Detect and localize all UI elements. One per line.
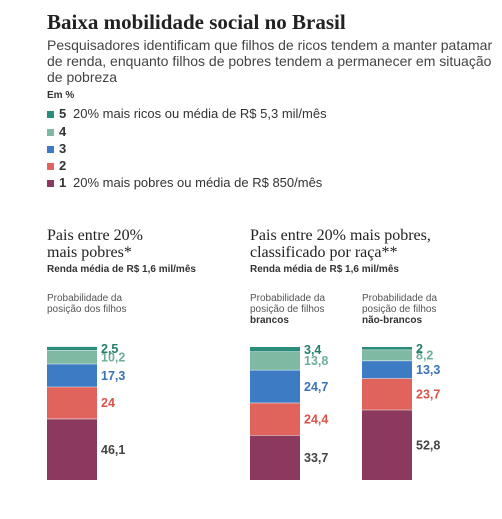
- panel-2-title: Pais entre 20% mais pobres, classificado…: [250, 227, 431, 261]
- panel-1-title: Pais entre 20% mais pobres*: [47, 227, 143, 261]
- panel-1-subtitle: Renda média de R$ 1,6 mil/mês: [47, 264, 196, 275]
- value-label-col3-level2: 23,7: [416, 388, 440, 402]
- bar-segment-col1-level5: [47, 346, 97, 351]
- legend-level-1: 1: [59, 175, 67, 190]
- legend-level-3: 3: [59, 141, 67, 156]
- unit-label: Em %: [47, 90, 75, 101]
- bar-segment-col2-level3: [250, 369, 300, 403]
- value-label-col1-level1: 46,1: [101, 443, 125, 457]
- value-label-col3-level4: 8,2: [416, 349, 433, 363]
- bar-segment-col1-level1: [47, 418, 97, 480]
- panel-1-title-line1: Pais entre 20%: [47, 227, 143, 244]
- value-label-col2-level2: 24,4: [304, 412, 328, 426]
- legend-level-4: 4: [59, 124, 67, 139]
- legend-level-5: 5: [59, 106, 67, 121]
- panel-2-col1-label-line2: posição de filhos: [250, 304, 325, 315]
- legend-swatch-3: [47, 146, 54, 153]
- legend-swatch-5: [47, 111, 54, 118]
- value-label-col3-level5: 2: [416, 342, 423, 356]
- value-label-col1-level3: 17,3: [101, 369, 125, 383]
- panel-2-col2-label-line3: não-brancos: [362, 315, 423, 326]
- panel-2-column-label-nao-brancos: Probabilidade da posição de filhos não-b…: [362, 293, 437, 326]
- value-label-col2-level4: 13,8: [304, 354, 328, 368]
- panel-1-column-label: Probabilidade da posição dos filhos: [47, 293, 127, 315]
- bar-segment-col3-level3: [362, 360, 412, 379]
- panel-1-col-label-line1: Probabilidade da: [47, 293, 123, 304]
- panel-2-col1-label-line1: Probabilidade da: [250, 293, 326, 304]
- bar-segment-col3-level4: [362, 349, 412, 361]
- bar-segment-col1-level3: [47, 363, 97, 387]
- bar-segment-col2-level5: [250, 347, 300, 352]
- legend-text-1: 20% mais pobres ou média de R$ 850/mês: [73, 175, 323, 190]
- value-label-col3-level3: 13,3: [416, 363, 440, 377]
- bar-segment-col2-level2: [250, 402, 300, 436]
- value-label-col1-level2: 24: [101, 396, 115, 410]
- bar-segment-col3-level1: [362, 409, 412, 480]
- value-label-col2-level5: 3,4: [304, 343, 321, 357]
- value-label-col2-level1: 33,7: [304, 451, 328, 465]
- panel-2-title-line1: Pais entre 20% mais pobres,: [250, 227, 431, 244]
- bar-segment-col2-level1: [250, 435, 300, 480]
- bar-segment-col3-level2: [362, 378, 412, 410]
- panel-1-title-line2: mais pobres*: [47, 244, 132, 261]
- panel-2-col1-label-line3: brancos: [250, 315, 289, 326]
- bar-segment-col2-level4: [250, 351, 300, 370]
- legend-swatch-4: [47, 129, 54, 136]
- bar-segment-col3-level5: [362, 347, 412, 350]
- bar-segment-col1-level4: [47, 350, 97, 364]
- chart-title: Baixa mobilidade social no Brasil: [47, 10, 346, 34]
- panel-1-col-label-line2: posição dos filhos: [47, 304, 127, 315]
- legend-swatch-1: [47, 180, 54, 187]
- legend-text-5: 20% mais ricos ou média de R$ 5,3 mil/mê…: [73, 106, 327, 121]
- panel-2-column-label-brancos: Probabilidade da posição de filhos branc…: [250, 293, 325, 326]
- value-label-col2-level3: 24,7: [304, 380, 328, 394]
- chart-subtitle: Pesquisadores identificam que filhos de …: [47, 37, 493, 85]
- value-label-col3-level1: 52,8: [416, 438, 440, 452]
- panel-2-subtitle: Renda média de R$ 1,6 mil/mês: [250, 264, 399, 275]
- value-label-col1-level5: 2,5: [101, 342, 118, 356]
- legend-level-2: 2: [59, 158, 67, 173]
- panel-2-col2-label-line2: posição de filhos: [362, 304, 437, 315]
- bar-segment-col1-level2: [47, 386, 97, 419]
- panel-2-col2-label-line1: Probabilidade da: [362, 293, 438, 304]
- panel-2-title-line2: classificado por raça**: [250, 244, 398, 261]
- legend-swatch-2: [47, 163, 54, 170]
- value-label-col1-level4: 10,2: [101, 350, 125, 364]
